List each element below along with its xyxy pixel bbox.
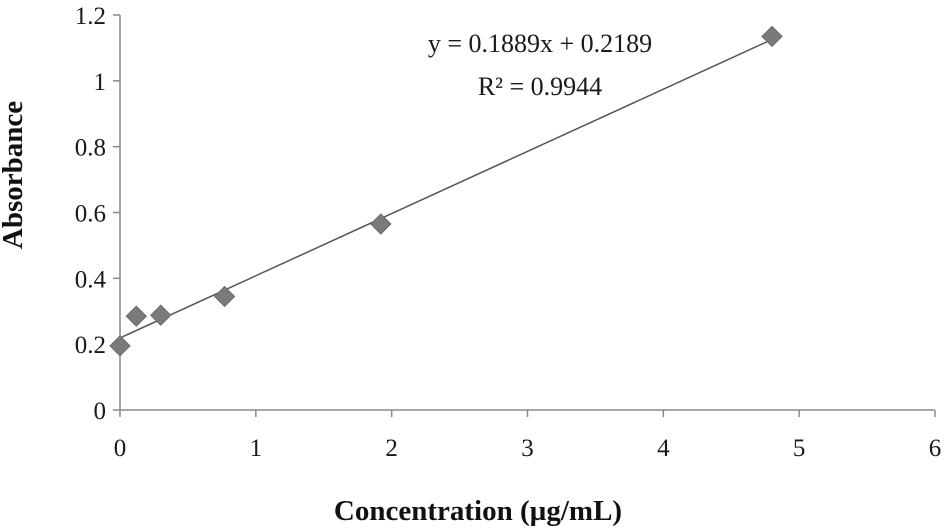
y-tick-label: 0 [94, 398, 107, 425]
x-axis-title: Concentration (µg/mL) [334, 495, 622, 527]
x-ticks: 0 1 2 3 4 5 6 [114, 410, 942, 462]
x-tick-label: 5 [793, 435, 806, 462]
y-tick-label: 0.8 [75, 135, 106, 162]
x-tick-label: 1 [250, 435, 263, 462]
y-axis-title: Absorbance [0, 101, 29, 249]
y-tick-label: 0.6 [75, 201, 106, 228]
data-point-diamond [761, 25, 783, 48]
data-point-diamond [213, 285, 236, 308]
y-tick-label: 0.2 [75, 332, 106, 359]
linear-trendline [119, 38, 773, 339]
y-tick-label: 1.2 [75, 3, 106, 30]
y-tick-label: 0.4 [75, 266, 107, 293]
trendline-equation: y = 0.1889x + 0.2189 [428, 29, 652, 58]
trendline-layer [119, 38, 773, 339]
data-point-diamond [150, 304, 172, 326]
data-point-diamond [125, 305, 148, 327]
data-point-diamond [109, 335, 131, 357]
data-points [109, 25, 783, 357]
r-squared-label: R² = 0.9944 [478, 72, 602, 101]
data-point-diamond [370, 213, 392, 235]
x-tick-label: 3 [521, 435, 534, 462]
x-tick-label: 2 [385, 435, 398, 462]
y-ticks: 0 0.2 0.4 0.6 0.8 1 1.2 [75, 3, 120, 425]
x-tick-label: 6 [929, 435, 942, 462]
x-tick-label: 4 [657, 435, 670, 462]
x-tick-label: 0 [114, 435, 127, 462]
y-tick-label: 1 [94, 69, 107, 96]
